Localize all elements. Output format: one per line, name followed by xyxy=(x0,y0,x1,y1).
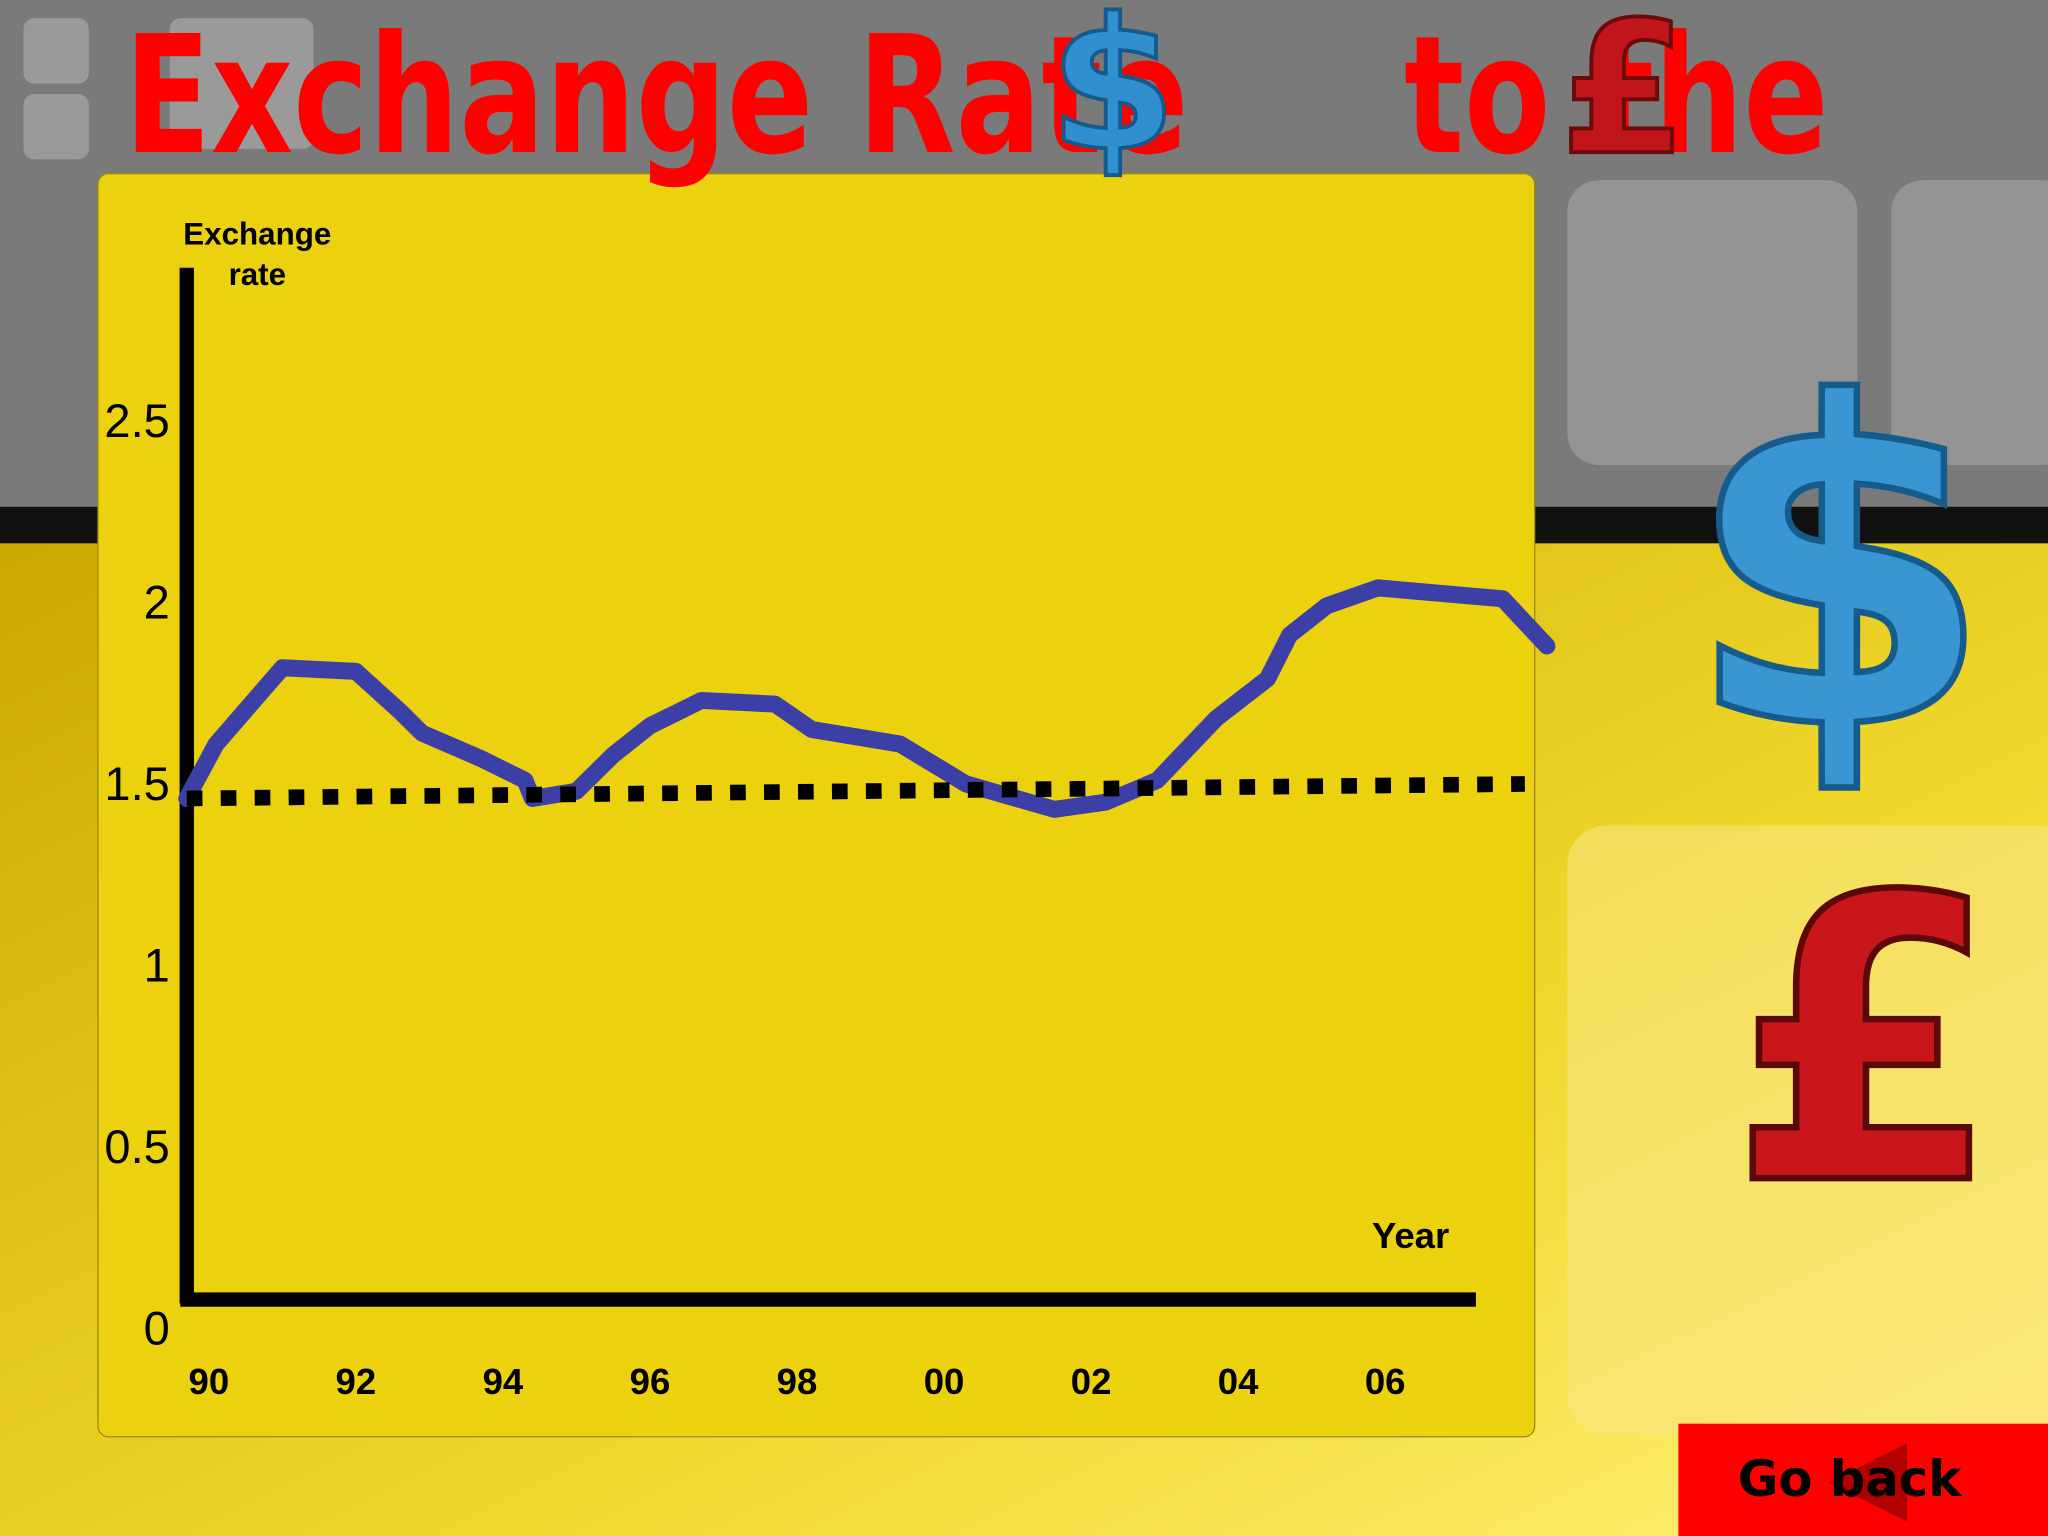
data-line xyxy=(178,579,1556,818)
x-tick-label: 00 xyxy=(924,1361,965,1402)
x-tick-label: 04 xyxy=(1218,1361,1259,1402)
tile xyxy=(1567,825,2048,1435)
x-tick-label: 92 xyxy=(336,1361,377,1402)
tile xyxy=(23,18,89,84)
x-axis-label: Year xyxy=(1372,1215,1449,1256)
tile xyxy=(23,94,89,160)
y-tick-label: 2.5 xyxy=(104,394,169,447)
y-tick-label: 0 xyxy=(144,1302,170,1355)
dollar-icon-large: $ xyxy=(1685,310,1994,827)
y-axis-label: rate xyxy=(229,257,286,292)
x-tick-label: 02 xyxy=(1071,1361,1112,1402)
tile xyxy=(169,18,314,149)
button-label[interactable]: Go back xyxy=(1738,1450,1963,1508)
x-tick-label: 96 xyxy=(630,1361,671,1402)
pound-icon: £ xyxy=(1560,0,1687,196)
x-tick-label: 06 xyxy=(1365,1361,1406,1402)
title-end: to the xyxy=(1404,0,1828,191)
pound-icon-large: £ xyxy=(1729,815,2002,1271)
dollar-icon: $ xyxy=(1049,0,1176,192)
x-tick-label: 94 xyxy=(483,1361,524,1402)
y-tick-label: 1 xyxy=(144,939,170,992)
chart-panel xyxy=(97,173,1536,1438)
y-tick-label: 1.5 xyxy=(104,757,169,810)
y-axis-label: Exchange xyxy=(183,217,331,252)
title: Exchange Rate xyxy=(124,0,1188,191)
y-tick-label: 0.5 xyxy=(104,1120,169,1173)
go-back-button[interactable]: Go back xyxy=(1678,1423,2048,1536)
tile xyxy=(1891,180,2048,465)
x-tick-label: 90 xyxy=(188,1361,229,1402)
tile xyxy=(1567,180,1858,465)
x-tick-label: 98 xyxy=(777,1361,818,1402)
button-arrow[interactable] xyxy=(1828,1443,1907,1522)
y-tick-label: 2 xyxy=(144,575,170,628)
